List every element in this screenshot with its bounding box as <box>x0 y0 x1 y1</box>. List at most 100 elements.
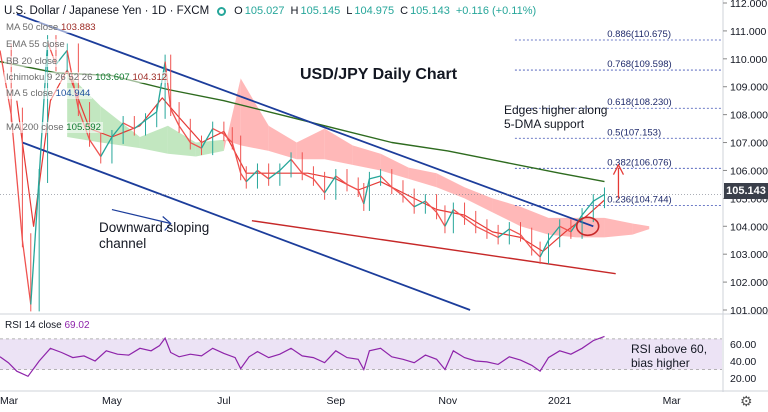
price-segment <box>559 225 572 233</box>
price-segment <box>164 61 172 110</box>
annotation-channel: Downward sloping channel <box>99 220 210 251</box>
price-segment <box>357 189 365 205</box>
price-segment <box>592 193 605 202</box>
price-segment <box>486 231 499 239</box>
price-tick-label: 110.000 <box>730 54 767 66</box>
price-segment <box>391 186 404 197</box>
price-segment <box>21 240 32 305</box>
channel-upper-line <box>16 13 594 228</box>
ichimoku-cloud-segment <box>352 145 381 171</box>
price-tick-label: 111.000 <box>730 26 767 38</box>
price-tick-label: 108.000 <box>730 110 768 122</box>
ichimoku-cloud-segment <box>520 206 549 235</box>
channel-arrow-shaft <box>111 208 171 225</box>
price-segment <box>363 178 371 205</box>
high-label: H <box>290 5 299 17</box>
fib-level-label: 0.382(106.076) <box>607 157 671 168</box>
price-segment <box>539 239 550 258</box>
fib-level-label: 0.236(104.744) <box>607 195 671 206</box>
time-tick-label: Mar <box>0 395 19 407</box>
rsi-line <box>0 335 605 378</box>
close-label: C <box>400 5 409 17</box>
price-segment <box>145 111 158 121</box>
price-segment <box>257 169 270 180</box>
price-segment <box>212 128 225 135</box>
price-segment <box>581 200 594 216</box>
price-tick-label: 103.000 <box>730 249 768 261</box>
fib-level-label: 0.618(108.230) <box>607 97 671 108</box>
ichimoku-cloud-segment <box>408 167 437 188</box>
indicator-ichimoku[interactable]: Ichimoku 9 26 52 26 103.607 104.312 <box>4 72 170 83</box>
price-segment <box>122 122 135 130</box>
price-tick-label: 104.000 <box>730 221 768 233</box>
ichimoku-cloud-segment <box>492 198 521 227</box>
indicator-ema55[interactable]: EMA 55 close <box>4 39 67 50</box>
time-tick-label: Sep <box>326 395 345 407</box>
rsi-tick-label: 60.00 <box>730 339 756 351</box>
price-segment <box>200 128 214 149</box>
price-segment <box>111 122 124 138</box>
rsi-tick-label: 40.00 <box>730 356 756 368</box>
indicator-bb20[interactable]: BB 20 close <box>4 56 60 67</box>
annotation-rsi: RSI above 60, bias higher <box>631 342 708 370</box>
annotation-edges-higher: Edges higher along 5-DMA support <box>504 103 608 131</box>
price-segment <box>10 114 24 241</box>
ichimoku-cloud-segment <box>380 153 409 179</box>
price-segment <box>231 142 242 174</box>
time-tick-label: Jul <box>217 395 230 407</box>
channel-arrow-head <box>162 216 172 231</box>
symbol-title[interactable]: U.S. Dollar / Japanese Yen · 1D · FXCM <box>4 5 210 17</box>
channel-lower-line <box>22 141 471 311</box>
price-segment <box>245 169 258 183</box>
price-segment <box>444 209 454 227</box>
change-value: +0.116 (+0.11%) <box>455 5 537 17</box>
price-segment <box>380 175 393 188</box>
support-trend-line <box>251 220 616 275</box>
price-segment <box>475 225 488 233</box>
ichimoku-cloud-segment <box>167 125 196 157</box>
ichimoku-cloud-segment <box>195 139 224 157</box>
time-tick-label: Mar <box>663 395 682 407</box>
price-segment <box>547 225 561 241</box>
price-segment <box>346 183 359 191</box>
chart-title: USD/JPY Daily Chart <box>300 66 458 83</box>
ichimoku-cloud-segment <box>324 128 353 165</box>
ichimoku-cloud-segment <box>604 217 633 238</box>
price-segment <box>402 195 415 208</box>
indicator-ma5[interactable]: MA 5 close 104.944 <box>4 88 93 99</box>
high-value: 105.145 <box>300 5 341 17</box>
open-value: 105.027 <box>244 5 285 17</box>
price-segment <box>413 200 426 208</box>
price-segment <box>301 172 314 180</box>
price-segment <box>531 248 541 258</box>
indicator-ma50[interactable]: MA 50 close 103.883 <box>4 22 98 33</box>
time-tick-label: 2021 <box>548 395 572 407</box>
price-tick-label: 109.000 <box>730 82 768 94</box>
ichimoku-cloud-segment <box>296 128 325 160</box>
ichimoku-cloud-segment <box>436 173 465 199</box>
low-value: 104.975 <box>354 5 395 17</box>
price-segment <box>30 175 40 305</box>
price-segment <box>452 209 465 219</box>
indicator-ma200[interactable]: MA 200 close 105.592 <box>4 122 103 133</box>
price-segment <box>268 169 281 180</box>
up-arrow-head <box>612 163 625 175</box>
price-tick-label: 112.000 <box>730 0 767 10</box>
price-tick-label: 106.000 <box>730 165 768 177</box>
price-segment <box>424 200 438 213</box>
fib-level-label: 0.5(107.153) <box>607 127 661 138</box>
price-tick-label: 102.000 <box>730 277 768 289</box>
rsi-tick-label: 20.00 <box>730 373 756 385</box>
symbol-header: U.S. Dollar / Japanese Yen · 1D · FXCM O… <box>4 2 542 20</box>
price-segment <box>497 228 510 238</box>
ichimoku-cloud-segment <box>268 125 297 160</box>
fib-level-label: 0.886(110.675) <box>607 29 671 40</box>
ichimoku-cloud-segment <box>632 223 650 235</box>
price-segment <box>89 139 102 157</box>
fib-level-label: 0.768(109.598) <box>607 59 671 70</box>
settings-gear-icon[interactable]: ⚙ <box>740 393 753 409</box>
market-status-icon <box>217 6 227 16</box>
price-segment <box>509 228 521 236</box>
price-segment <box>178 125 191 143</box>
